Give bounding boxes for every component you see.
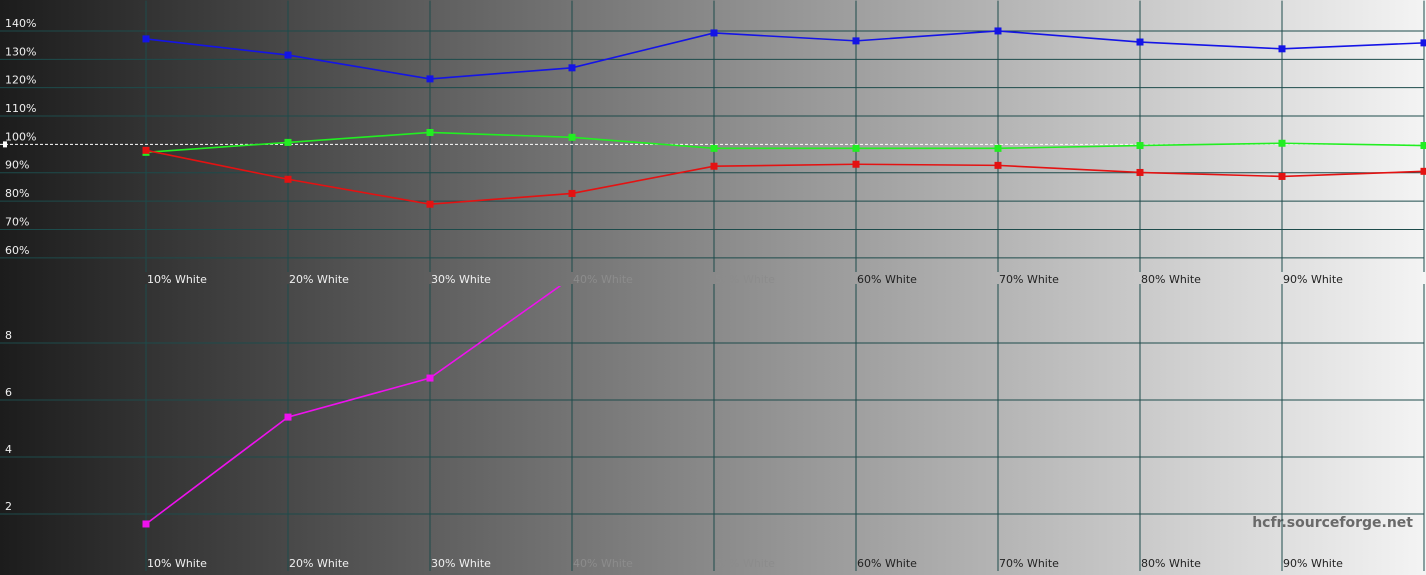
data-point [568,133,576,141]
series-line [145,30,1425,80]
x-tick-label: 90% White [1283,557,1343,570]
data-point [994,161,1002,169]
y-tick-label: 6 [5,386,12,399]
reference-marker [3,141,7,148]
x-tick-label: 40% White [573,273,633,286]
x-tick-label: 20% White [289,557,349,570]
x-tick-label: 70% White [999,557,1059,570]
data-point [568,189,576,197]
data-point [284,138,292,146]
data-point [994,144,1002,152]
x-tick-label: 90% White [1283,273,1343,286]
y-tick-label: 8 [5,329,12,342]
y-tick-label: 60% [5,244,29,257]
data-point [1136,168,1144,176]
plot-area [142,27,1426,208]
data-point [1136,142,1144,150]
y-tick-label: 2 [5,500,12,513]
x-tick-label: 80% White [1141,273,1201,286]
x-tick-label: 20% White [289,273,349,286]
y-tick-label: 80% [5,187,29,200]
y-tick-label: 110% [5,102,36,115]
x-tick-label: 70% White [999,273,1059,286]
plot-area [142,286,562,528]
data-point [426,75,434,83]
x-tick-label: 80% White [1141,557,1201,570]
y-tick-label: 130% [5,45,36,58]
y-tick-label: 70% [5,215,29,228]
data-point [568,64,576,72]
data-point [1420,39,1426,47]
x-tick-label: 40% White [573,557,633,570]
y-tick-label: 90% [5,159,29,172]
data-point [284,175,292,183]
x-tick-label: 10% White [147,273,207,286]
data-point [142,35,150,43]
data-point [852,37,860,45]
data-point [710,144,718,152]
x-tick-label: 10% White [147,557,207,570]
x-tick-label: 60% White [857,273,917,286]
series-line [145,286,562,525]
data-point [284,413,292,421]
data-point [1278,139,1286,147]
watermark: hcfr.sourceforge.net [1252,515,1413,531]
y-tick-label: 140% [5,17,36,30]
x-tick-label: 30% White [431,273,491,286]
y-tick-label: 100% [5,130,36,143]
data-point [426,200,434,208]
data-point [142,146,150,154]
data-point [284,51,292,59]
data-point [142,520,150,528]
y-tick-label: 120% [5,74,36,87]
data-point [1420,142,1426,150]
data-point [1136,38,1144,46]
x-tick-label: 60% White [857,557,917,570]
data-point [1420,167,1426,175]
x-tick-label: 50% White [715,557,775,570]
series-line [145,131,1425,154]
data-point [710,162,718,170]
data-point [994,27,1002,35]
data-point [710,29,718,37]
data-point [426,374,434,382]
x-tick-label: 50% White [715,273,775,286]
data-point [426,128,434,136]
series-line [145,149,1425,206]
data-point [852,160,860,168]
data-point [1278,172,1286,180]
y-tick-label: 4 [5,443,12,456]
data-point [1278,45,1286,53]
x-tick-label: 30% White [431,557,491,570]
data-point [852,144,860,152]
